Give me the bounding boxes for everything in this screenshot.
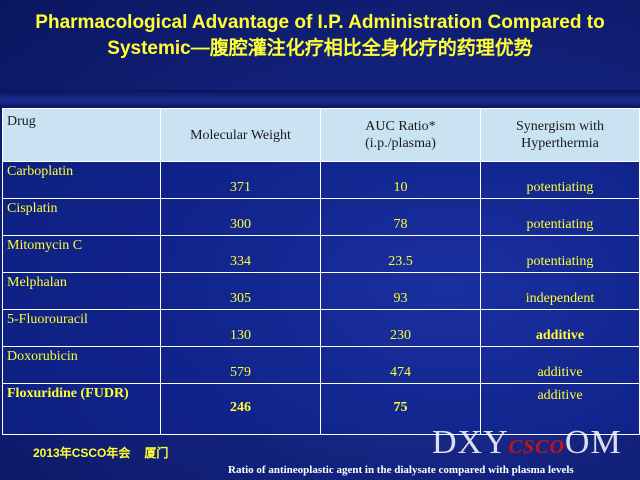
cell-drug: Melphalan	[2, 272, 161, 310]
cell-synergism: additive	[480, 346, 640, 384]
table-row: Carboplatin 371 10 potentiating	[2, 161, 640, 199]
conference-name: 2013年CSCO年会	[33, 446, 131, 460]
header-drug: Drug	[2, 108, 161, 162]
header-auc-ratio: AUC Ratio* (i.p./plasma)	[320, 108, 481, 162]
cell-molecular-weight: 334	[160, 235, 321, 273]
cell-auc-ratio: 10	[320, 161, 481, 199]
cell-molecular-weight: 305	[160, 272, 321, 310]
cell-synergism: potentiating	[480, 235, 640, 273]
cell-auc-ratio: 23.5	[320, 235, 481, 273]
cell-auc-ratio: 474	[320, 346, 481, 384]
cell-auc-ratio: 93	[320, 272, 481, 310]
cell-auc-ratio: 78	[320, 198, 481, 236]
header-molecular-weight: Molecular Weight	[160, 108, 321, 162]
header-auc-ratio-line2: (i.p./plasma)	[365, 136, 436, 151]
cell-molecular-weight: 130	[160, 309, 321, 347]
table-row: Doxorubicin 579 474 additive	[2, 346, 640, 384]
header-synergism-line1: Synergism with	[515, 119, 605, 134]
cell-synergism: independent	[480, 272, 640, 310]
conference-label: 2013年CSCO年会 厦门	[33, 444, 168, 461]
cell-synergism: potentiating	[480, 161, 640, 199]
cell-molecular-weight: 579	[160, 346, 321, 384]
table-row: 5-Fluorouracil 130 230 additive	[2, 309, 640, 347]
conference-city: 厦门	[144, 446, 169, 460]
cell-synergism: additive	[480, 309, 640, 347]
cell-drug: Cisplatin	[2, 198, 161, 236]
table-row: Cisplatin 300 78 potentiating	[2, 198, 640, 236]
table-header-row: Drug Molecular Weight AUC Ratio* (i.p./p…	[2, 108, 640, 162]
cell-drug: Floxuridine (FUDR)	[2, 383, 161, 435]
watermark-left: DXY	[432, 424, 509, 461]
table-row: Mitomycin C 334 23.5 potentiating	[2, 235, 640, 273]
cell-synergism: potentiating	[480, 198, 640, 236]
cell-drug: Mitomycin C	[2, 235, 161, 273]
title-divider	[0, 90, 640, 108]
cell-molecular-weight: 246	[160, 383, 321, 435]
cell-drug: 5-Fluorouracil	[2, 309, 161, 347]
header-synergism-line2: Hyperthermia	[521, 136, 599, 151]
table-row: Melphalan 305 93 independent	[2, 272, 640, 310]
watermark-middle: CSCO	[508, 436, 565, 458]
watermark-logo: DXYCSCOOM	[432, 424, 622, 462]
slide-title: Pharmacological Advantage of I.P. Admini…	[0, 10, 640, 62]
cell-auc-ratio: 230	[320, 309, 481, 347]
cell-molecular-weight: 371	[160, 161, 321, 199]
cell-synergism: additive	[480, 383, 640, 435]
drug-table: Drug Molecular Weight AUC Ratio* (i.p./p…	[2, 108, 640, 435]
header-synergism: Synergism with Hyperthermia	[480, 108, 640, 162]
slide-title-line2: Systemic—腹腔灌注化疗相比全身化疗的药理优势	[107, 38, 533, 59]
cell-drug: Carboplatin	[2, 161, 161, 199]
watermark-right: OM	[564, 424, 622, 461]
header-auc-ratio-line1: AUC Ratio*	[365, 119, 436, 134]
cell-molecular-weight: 300	[160, 198, 321, 236]
slide-title-line1: Pharmacological Advantage of I.P. Admini…	[35, 12, 605, 33]
cell-auc-ratio: 75	[320, 383, 481, 435]
footnote: Ratio of antineoplastic agent in the dia…	[228, 464, 574, 476]
cell-drug: Doxorubicin	[2, 346, 161, 384]
table-row: Floxuridine (FUDR) 246 75 additive	[2, 383, 640, 435]
